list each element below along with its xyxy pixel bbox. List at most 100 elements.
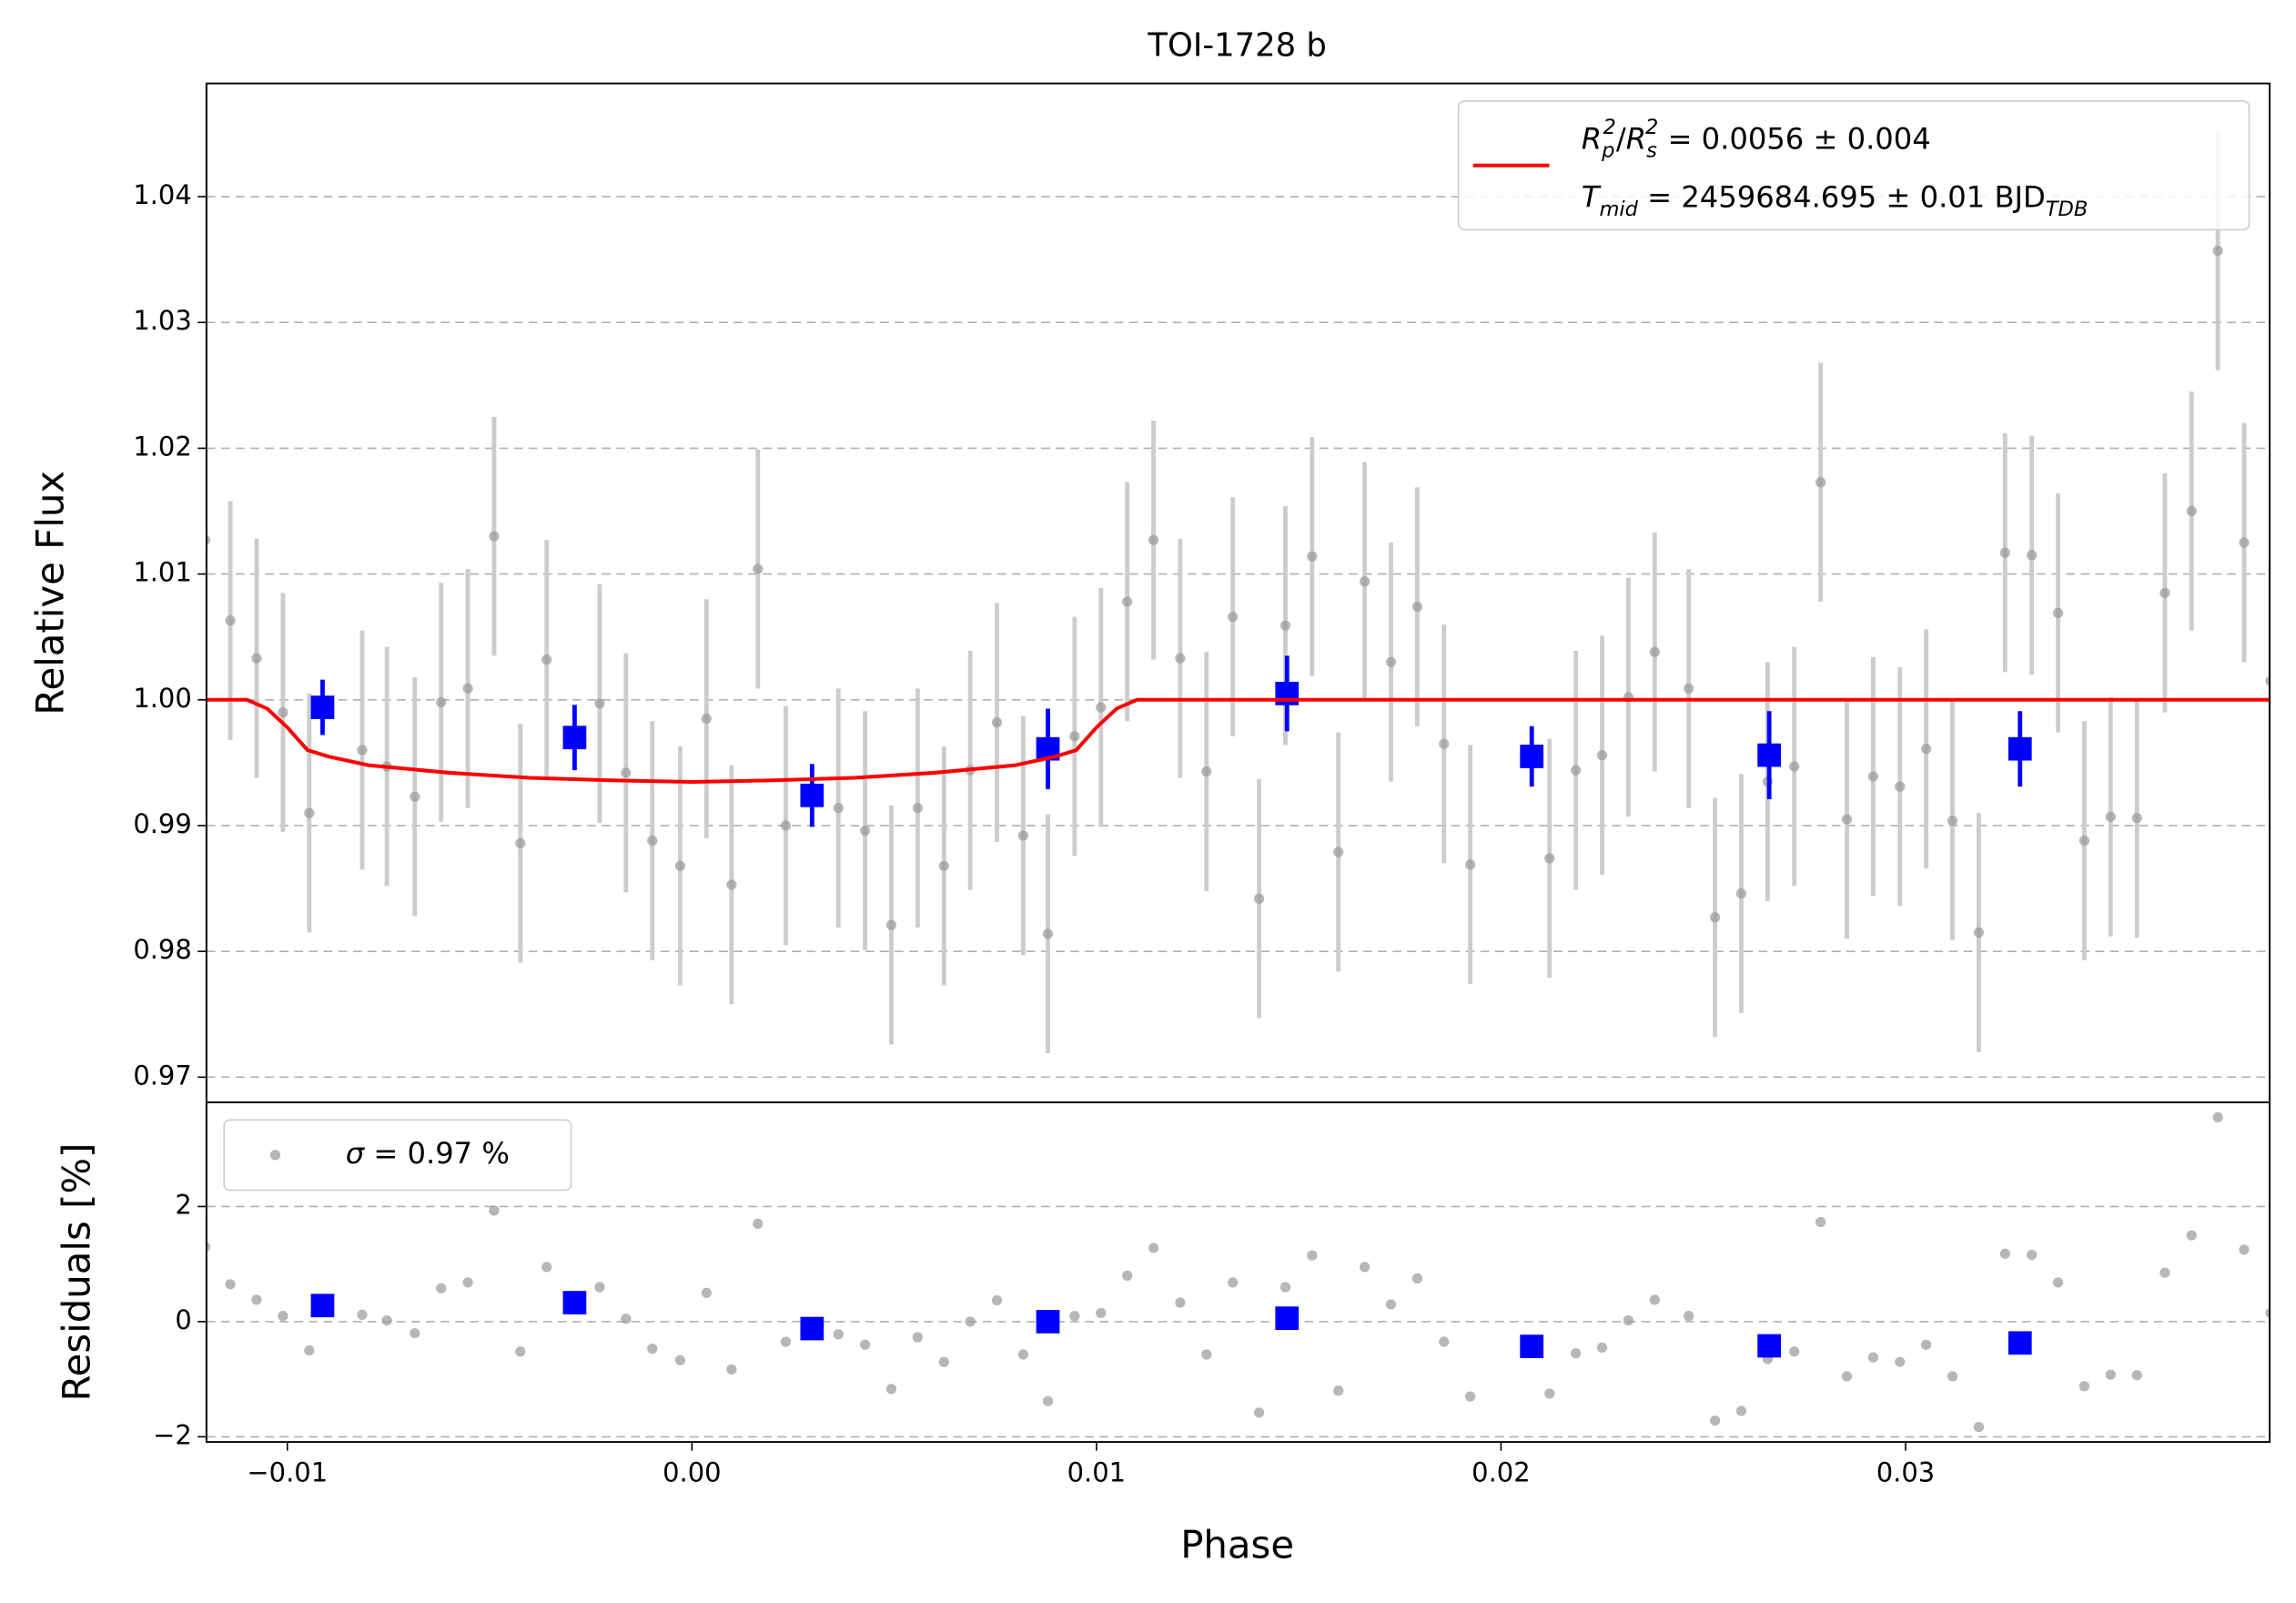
data-point xyxy=(1279,620,1291,631)
data-point xyxy=(701,713,712,725)
model-line xyxy=(206,697,2271,785)
data-point xyxy=(1464,859,1476,870)
data-point xyxy=(1411,1273,1423,1284)
data-point xyxy=(1148,1243,1159,1253)
data-point xyxy=(251,653,262,664)
data-point xyxy=(1544,853,1555,864)
data-point xyxy=(1973,1422,1985,1433)
y-tick-label: 1.01 xyxy=(133,557,191,588)
plot-area xyxy=(206,131,2271,1079)
data-point xyxy=(304,807,315,818)
y-tick-label: 1.02 xyxy=(133,431,191,462)
data-point xyxy=(1841,1371,1853,1382)
binned-point xyxy=(1520,1334,1544,1358)
data-point xyxy=(1228,1277,1239,1288)
data-point xyxy=(2027,550,2038,561)
data-point xyxy=(912,803,924,814)
data-point xyxy=(701,1287,712,1298)
y-axis-label: Relative Flux xyxy=(27,471,72,715)
y-tick-label: 1.03 xyxy=(133,305,191,336)
data-point xyxy=(1709,1415,1721,1426)
y-tick-label: 1.00 xyxy=(133,683,191,714)
data-point xyxy=(2265,1307,2271,1318)
x-tick-label: −0.01 xyxy=(247,1456,328,1487)
data-point xyxy=(1333,847,1344,857)
data-point xyxy=(515,1346,526,1357)
data-point xyxy=(1709,912,1721,923)
data-point xyxy=(1175,1297,1186,1308)
legend-label: σ = 0.97 % xyxy=(346,1136,510,1171)
data-point xyxy=(885,919,897,930)
data-point xyxy=(462,683,473,694)
data-point xyxy=(1815,1216,1826,1228)
data-point xyxy=(594,698,605,709)
data-point xyxy=(381,1315,392,1326)
data-point xyxy=(2105,1369,2116,1380)
data-point xyxy=(1069,1310,1080,1322)
y-tick-label: 0 xyxy=(175,1304,191,1335)
data-point xyxy=(1122,1270,1133,1281)
data-point xyxy=(1201,766,1212,777)
data-point xyxy=(1042,1395,1054,1406)
data-point xyxy=(304,1344,315,1356)
legend-text: 2 xyxy=(1645,115,1658,138)
y-tick-label: 0.99 xyxy=(133,808,191,839)
data-point xyxy=(489,531,500,542)
data-point xyxy=(1359,576,1371,587)
data-point xyxy=(1279,1282,1291,1293)
data-point xyxy=(1096,1307,1107,1319)
data-point xyxy=(1464,1391,1476,1402)
data-point xyxy=(726,1364,737,1375)
data-point xyxy=(1947,1371,1958,1382)
data-point xyxy=(938,860,949,871)
legend-swatch xyxy=(269,1150,281,1161)
binned-point xyxy=(1520,745,1544,768)
data-point xyxy=(1017,1349,1029,1360)
data-point xyxy=(1841,814,1853,825)
data-point xyxy=(1148,534,1159,545)
legend-text: = 2459684.695 ± 0.01 BJD xyxy=(1638,180,2046,215)
data-point xyxy=(1867,1352,1879,1363)
data-point xyxy=(1122,596,1133,607)
data-point xyxy=(2131,1370,2142,1381)
data-point xyxy=(833,1329,844,1340)
data-point xyxy=(1571,765,1582,776)
data-point xyxy=(1571,1348,1582,1359)
data-point xyxy=(225,1279,236,1290)
x-tick-label: 0.01 xyxy=(1067,1456,1126,1487)
data-point xyxy=(1069,731,1080,742)
data-point xyxy=(2079,1381,2090,1392)
data-point xyxy=(1333,1385,1344,1396)
legend-text: R xyxy=(1582,121,1602,156)
y-axis-label: Residuals [%] xyxy=(54,1143,98,1402)
data-point xyxy=(2027,1249,2038,1261)
binned-point xyxy=(310,1294,335,1318)
data-point xyxy=(278,1310,288,1322)
data-point xyxy=(647,1344,658,1354)
legend-text: = 0.97 % xyxy=(364,1136,510,1171)
data-point xyxy=(278,706,288,718)
data-point xyxy=(1228,611,1239,623)
data-point xyxy=(357,1309,368,1320)
data-point xyxy=(1920,1339,1932,1350)
data-point xyxy=(436,1283,447,1294)
legend-text: s xyxy=(1646,138,1657,162)
data-point xyxy=(2052,1277,2064,1288)
data-point xyxy=(912,1332,924,1343)
data-point xyxy=(780,820,792,831)
data-point xyxy=(410,1327,420,1339)
legend-text: R xyxy=(1626,121,1646,156)
binned-point xyxy=(562,1291,587,1314)
data-point xyxy=(833,803,844,814)
binned-point xyxy=(2008,736,2032,761)
data-point xyxy=(1999,547,2010,558)
data-point xyxy=(2212,1111,2223,1123)
x-tick-label: 0.03 xyxy=(1876,1456,1935,1487)
data-point xyxy=(1439,738,1450,749)
legend-label: Rp2/Rs2 = 0.0056 ± 0.004 xyxy=(1582,115,1931,162)
binned-point xyxy=(562,725,587,750)
data-point xyxy=(674,1354,686,1365)
data-point xyxy=(674,860,686,871)
data-point xyxy=(2052,607,2064,619)
data-point xyxy=(1649,646,1660,657)
